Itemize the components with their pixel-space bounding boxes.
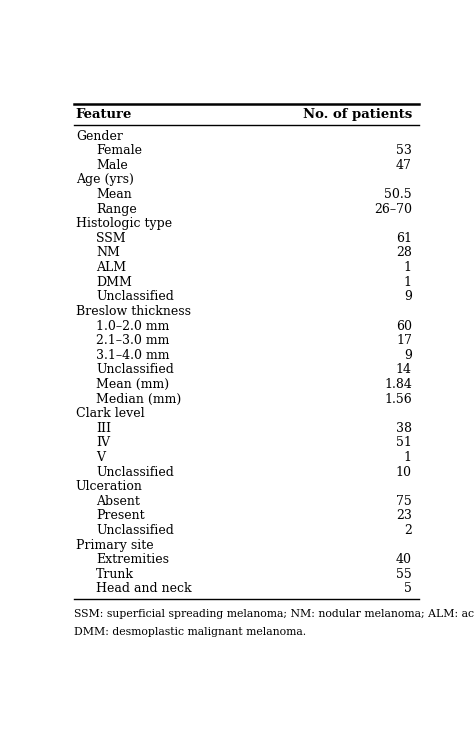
Text: 1: 1: [404, 276, 412, 289]
Text: DMM: desmoplastic malignant melanoma.: DMM: desmoplastic malignant melanoma.: [74, 627, 306, 637]
Text: 26–70: 26–70: [374, 202, 412, 216]
Text: V: V: [96, 451, 105, 464]
Text: 47: 47: [396, 158, 412, 172]
Text: 9: 9: [404, 349, 412, 362]
Text: Histologic type: Histologic type: [76, 217, 172, 230]
Text: DMM: DMM: [96, 276, 132, 289]
Text: Ulceration: Ulceration: [76, 480, 143, 493]
Text: Age (yrs): Age (yrs): [76, 173, 134, 187]
Text: No. of patients: No. of patients: [303, 108, 412, 121]
Text: Clark level: Clark level: [76, 407, 145, 420]
Text: 10: 10: [396, 466, 412, 478]
Text: 75: 75: [396, 495, 412, 508]
Text: 9: 9: [404, 290, 412, 304]
Text: Absent: Absent: [96, 495, 140, 508]
Text: Breslow thickness: Breslow thickness: [76, 305, 191, 318]
Text: Trunk: Trunk: [96, 568, 134, 581]
Text: 23: 23: [396, 510, 412, 522]
Text: 3.1–4.0 mm: 3.1–4.0 mm: [96, 349, 170, 362]
Text: 28: 28: [396, 246, 412, 260]
Text: IV: IV: [96, 437, 110, 449]
Text: 55: 55: [396, 568, 412, 581]
Text: Mean (mm): Mean (mm): [96, 378, 169, 391]
Text: ALM: ALM: [96, 261, 126, 274]
Text: 1.84: 1.84: [384, 378, 412, 391]
Text: Female: Female: [96, 144, 142, 157]
Text: 5: 5: [404, 583, 412, 595]
Text: Unclassified: Unclassified: [96, 524, 174, 537]
Text: Extremities: Extremities: [96, 554, 169, 566]
Text: 61: 61: [396, 232, 412, 245]
Text: Median (mm): Median (mm): [96, 393, 181, 405]
Text: Unclassified: Unclassified: [96, 363, 174, 376]
Text: Gender: Gender: [76, 129, 123, 143]
Text: SSM: SSM: [96, 232, 126, 245]
Text: 14: 14: [396, 363, 412, 376]
Text: Primary site: Primary site: [76, 539, 154, 551]
Text: 1: 1: [404, 261, 412, 274]
Text: 60: 60: [396, 319, 412, 333]
Text: 53: 53: [396, 144, 412, 157]
Text: 1.56: 1.56: [384, 393, 412, 405]
Text: III: III: [96, 422, 111, 434]
Text: Male: Male: [96, 158, 128, 172]
Text: Unclassified: Unclassified: [96, 290, 174, 304]
Text: 1: 1: [404, 451, 412, 464]
Text: 2.1–3.0 mm: 2.1–3.0 mm: [96, 334, 169, 347]
Text: 17: 17: [396, 334, 412, 347]
Text: 2: 2: [404, 524, 412, 537]
Text: 50.5: 50.5: [384, 188, 412, 201]
Text: Feature: Feature: [76, 108, 132, 121]
Text: Mean: Mean: [96, 188, 132, 201]
Text: Head and neck: Head and neck: [96, 583, 191, 595]
Text: 51: 51: [396, 437, 412, 449]
Text: SSM: superficial spreading melanoma; NM: nodular melanoma; ALM: acrolentiginous : SSM: superficial spreading melanoma; NM:…: [74, 609, 474, 619]
Text: Range: Range: [96, 202, 137, 216]
Text: 40: 40: [396, 554, 412, 566]
Text: 38: 38: [396, 422, 412, 434]
Text: Present: Present: [96, 510, 145, 522]
Text: Unclassified: Unclassified: [96, 466, 174, 478]
Text: NM: NM: [96, 246, 120, 260]
Text: 1.0–2.0 mm: 1.0–2.0 mm: [96, 319, 169, 333]
